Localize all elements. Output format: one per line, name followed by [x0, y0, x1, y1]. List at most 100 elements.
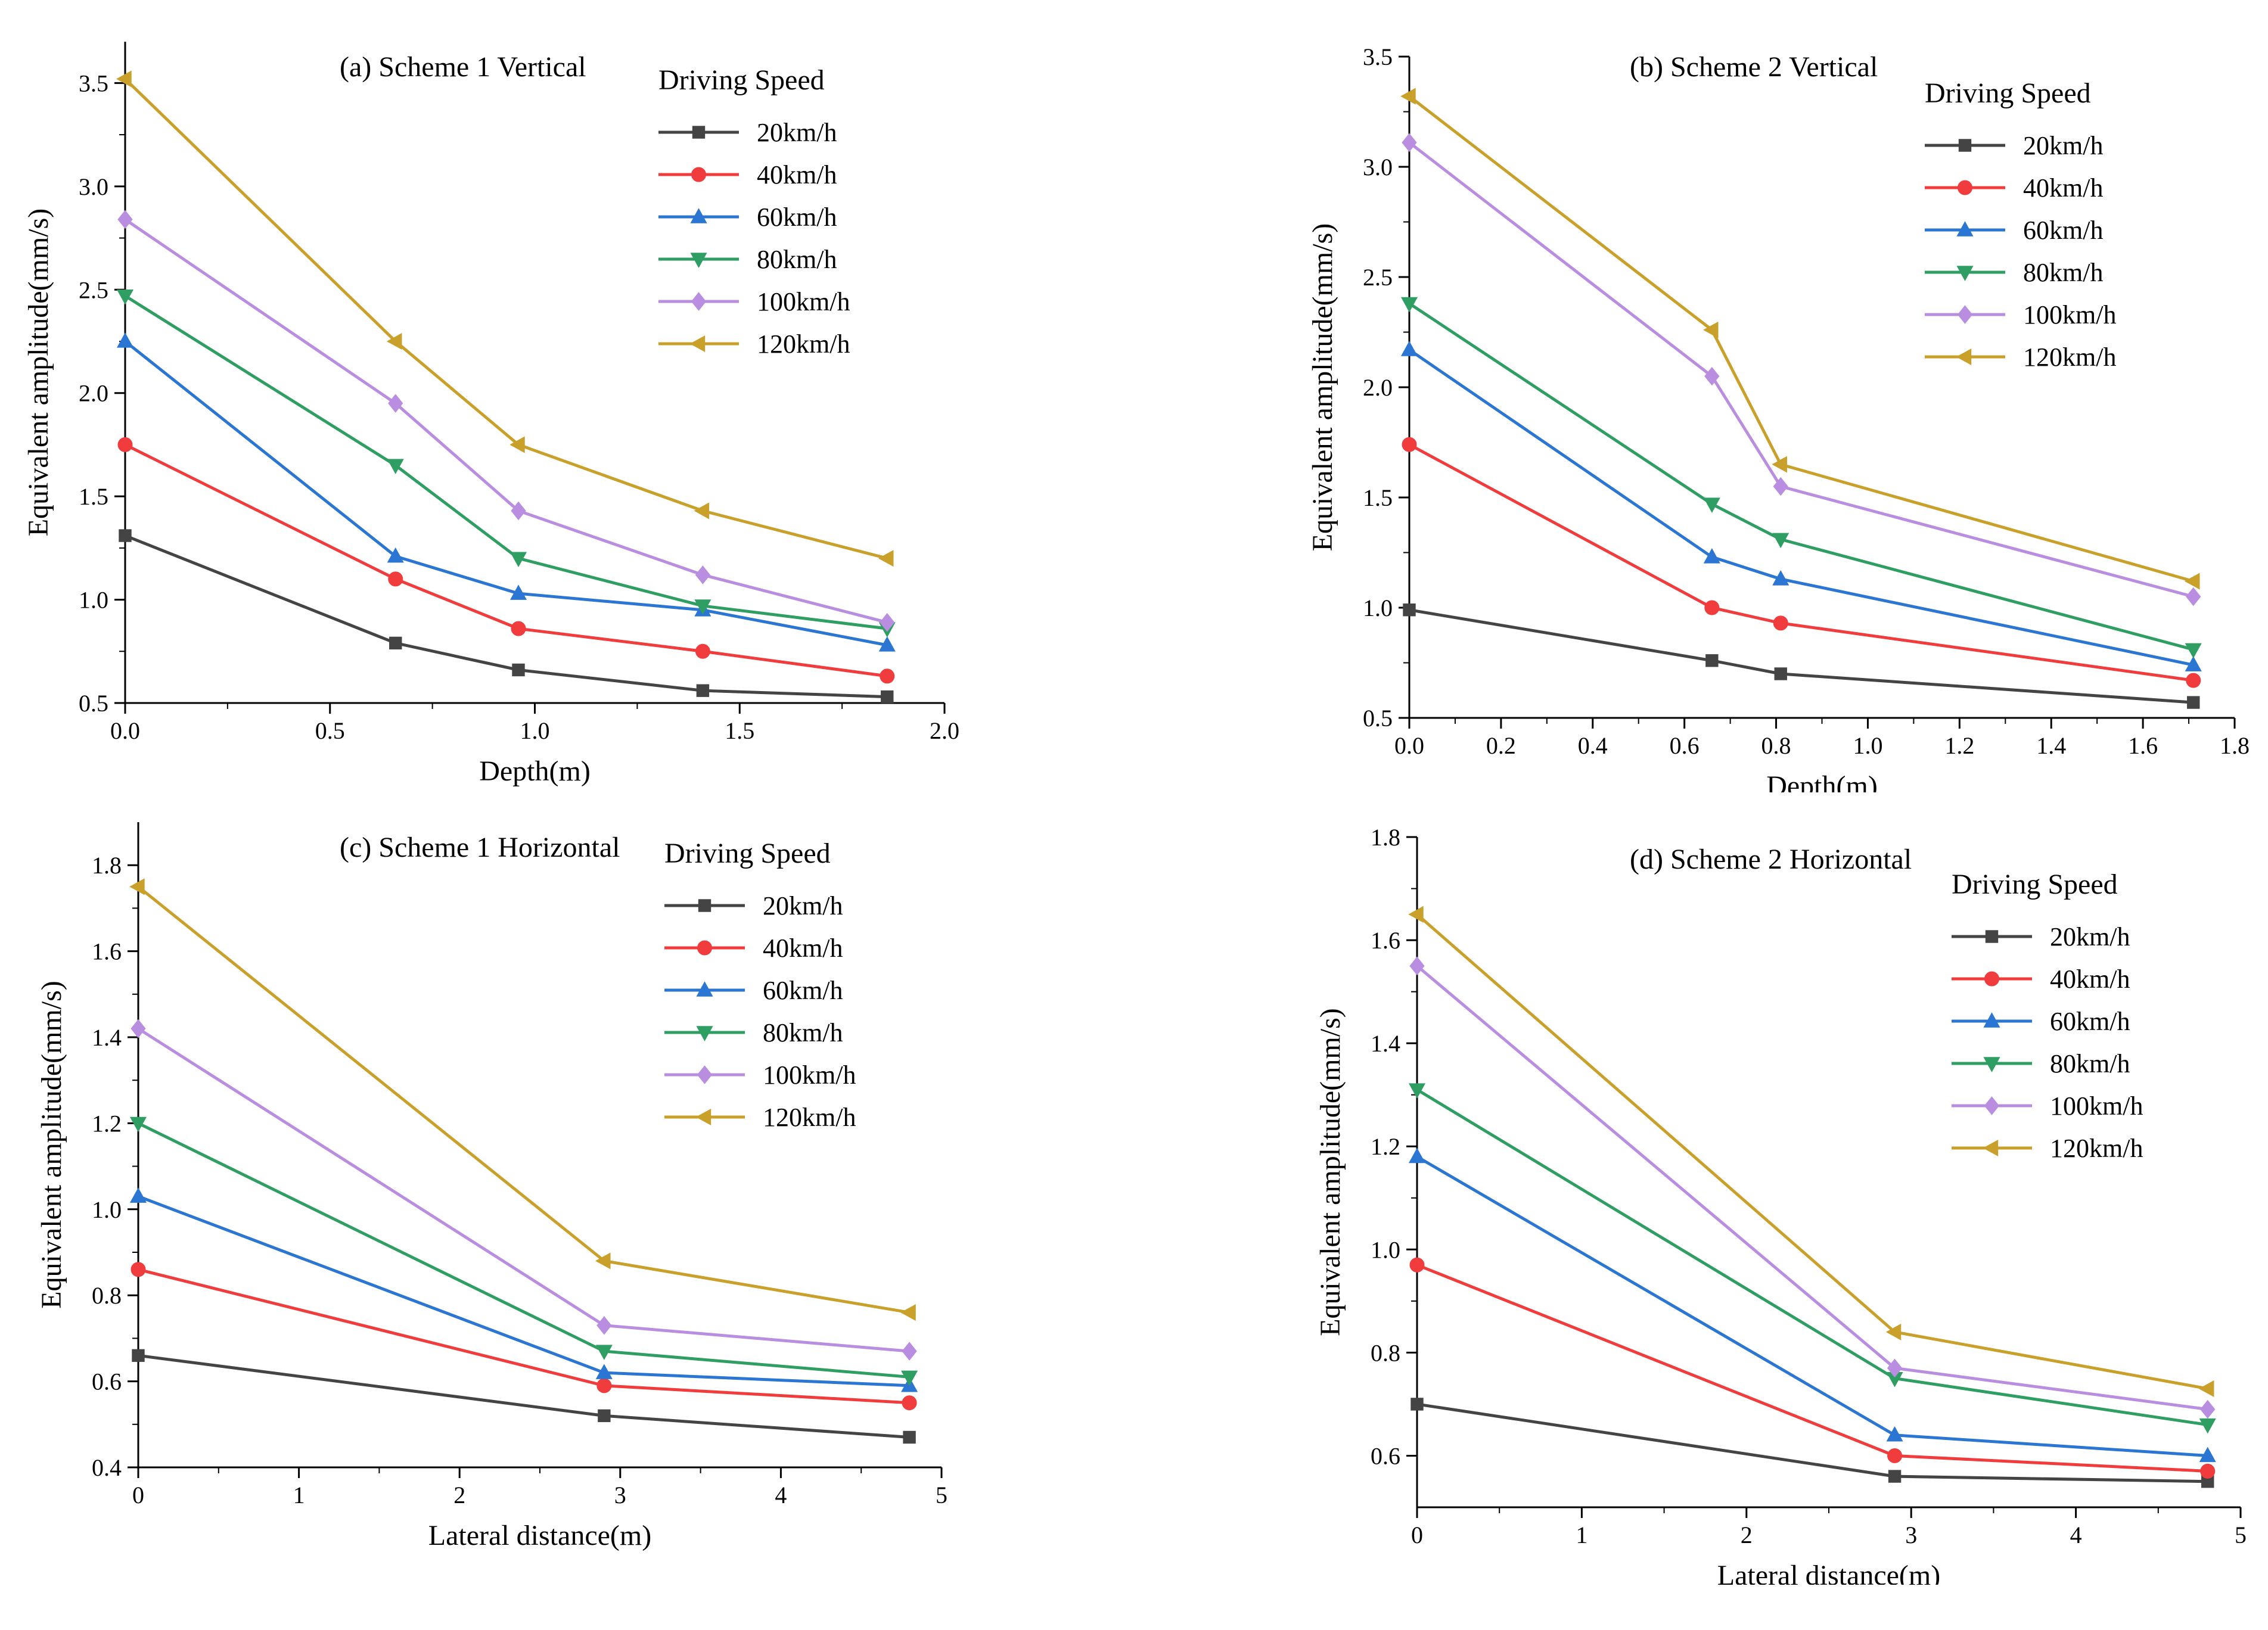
x-tick-label: 1.4 — [2036, 732, 2066, 759]
y-tick-label: 0.6 — [92, 1368, 122, 1395]
data-point-120km/h — [129, 878, 145, 895]
y-tick-label: 1.5 — [79, 483, 108, 510]
legend-label: 100km/h — [2023, 300, 2116, 329]
y-tick-label: 1.5 — [1363, 484, 1393, 511]
legend-marker — [1983, 1057, 2000, 1072]
data-point-100km/h — [880, 612, 895, 632]
legend-marker — [1958, 180, 1972, 195]
y-tick-label: 1.0 — [79, 587, 108, 614]
legend-title: Driving Speed — [664, 838, 831, 869]
data-point-20km/h — [119, 529, 132, 542]
x-tick-label: 1 — [1576, 1522, 1587, 1548]
legend-marker — [697, 940, 712, 956]
data-point-20km/h — [1705, 654, 1719, 667]
series-line-40km/h — [124, 443, 888, 678]
y-tick-label: 1.0 — [1363, 595, 1393, 621]
x-tick-label: 2 — [1741, 1522, 1753, 1548]
data-point-60km/h — [129, 1187, 147, 1203]
data-point-100km/h — [1704, 366, 1720, 386]
data-point-100km/h — [1887, 1358, 1903, 1378]
legend-label: 60km/h — [2050, 1007, 2130, 1036]
legend-marker — [1983, 1139, 1999, 1157]
x-tick-label: 0.2 — [1486, 732, 1516, 759]
legend-label: 100km/h — [763, 1060, 856, 1090]
data-point-40km/h — [1704, 600, 1720, 615]
x-tick-label: 0 — [1411, 1522, 1423, 1548]
data-point-100km/h — [117, 210, 133, 229]
data-point-20km/h — [881, 690, 894, 704]
data-point-80km/h — [1703, 497, 1720, 513]
legend-marker — [696, 981, 713, 997]
data-point-80km/h — [2199, 1418, 2216, 1434]
legend: Driving Speed 20km/h 40km/h 60km/h 80km/h 100… — [658, 64, 850, 359]
x-tick-label: 0.8 — [1761, 732, 1791, 759]
legend-marker — [691, 167, 706, 182]
data-point-40km/h — [117, 437, 133, 452]
data-point-20km/h — [389, 636, 402, 650]
data-point-20km/h — [132, 1349, 145, 1362]
legend-label: 20km/h — [763, 891, 843, 920]
data-point-120km/h — [1772, 456, 1787, 473]
y-axis-label: Equivalent amplitude(mm/s) — [23, 209, 54, 537]
data-point-40km/h — [1887, 1448, 1903, 1463]
data-point-120km/h — [2198, 1380, 2214, 1398]
legend-label: 100km/h — [2050, 1091, 2143, 1121]
series-line-100km/h — [1408, 141, 2194, 598]
data-point-100km/h — [902, 1342, 917, 1361]
data-point-40km/h — [1402, 437, 1417, 452]
data-point-40km/h — [596, 1378, 612, 1393]
data-point-120km/h — [2184, 573, 2200, 590]
data-point-60km/h — [1408, 1147, 1426, 1164]
data-point-60km/h — [2199, 1447, 2216, 1463]
legend-label: 40km/h — [2023, 173, 2103, 203]
data-point-120km/h — [694, 502, 710, 520]
y-tick-label: 0.5 — [79, 690, 108, 717]
data-point-80km/h — [2185, 643, 2202, 659]
legend: Driving Speed 20km/h 40km/h 60km/h 80km/h 100… — [1925, 77, 2116, 372]
legend-marker — [690, 253, 707, 268]
legend: Driving Speed 20km/h 40km/h 60km/h 80km/h 100… — [1952, 869, 2143, 1163]
legend-label: 40km/h — [757, 160, 837, 189]
series-line-40km/h — [1408, 443, 2194, 682]
y-tick-label: 3.0 — [79, 173, 108, 200]
y-tick-label: 1.8 — [92, 852, 122, 879]
legend-marker — [1985, 930, 1999, 943]
chart-panel-a: 0.0 0.5 1.0 1.5 2.00.51.01.52.02.53.03.5Dept… — [23, 42, 959, 787]
data-point-40km/h — [511, 621, 526, 636]
data-point-20km/h — [598, 1409, 611, 1423]
x-axis-label: Lateral distance(m) — [1717, 1560, 1940, 1585]
y-tick-label: 0.6 — [1371, 1442, 1400, 1469]
data-point-40km/h — [2200, 1463, 2216, 1479]
data-point-120km/h — [1400, 88, 1416, 105]
data-point-80km/h — [1408, 1083, 1426, 1099]
legend-marker — [696, 1026, 713, 1041]
data-point-100km/h — [131, 1019, 146, 1038]
data-point-100km/h — [1773, 477, 1788, 496]
series-line-120km/h — [124, 77, 888, 560]
y-tick-label: 1.2 — [1371, 1133, 1400, 1160]
data-point-60km/h — [1703, 548, 1720, 564]
legend-label: 80km/h — [763, 1018, 843, 1047]
chart-panel-b: 0.0 0.2 0.4 0.6 0.8 1.0 1.2 1.4 1.6 1.8 0.5 1.0 1.5 2… — [1307, 43, 2250, 792]
y-tick-label: 3.5 — [79, 70, 108, 97]
series-line-80km/h — [137, 1122, 910, 1379]
legend-label: 60km/h — [2023, 216, 2103, 245]
data-point-120km/h — [595, 1252, 611, 1270]
y-tick-label: 1.6 — [1371, 927, 1400, 954]
x-tick-label: 4 — [2070, 1522, 2082, 1548]
data-point-100km/h — [2186, 587, 2201, 606]
y-tick-label: 0.8 — [92, 1282, 122, 1309]
data-point-80km/h — [1400, 297, 1418, 313]
legend-marker — [691, 292, 707, 311]
data-point-60km/h — [1400, 341, 1418, 356]
y-tick-label: 1.4 — [92, 1024, 122, 1051]
data-point-40km/h — [902, 1395, 917, 1411]
chart-panel-c: 0 1 2 3 4 5 0.4 0.6 0.8 1.0 1.2 1.4 1.6 1.8 Lateral di… — [36, 822, 947, 1551]
data-point-100km/h — [596, 1315, 612, 1335]
y-axis-label: Equivalent amplitude(mm/s) — [1315, 1008, 1346, 1336]
x-tick-label: 0.5 — [315, 717, 345, 744]
data-point-60km/h — [509, 584, 527, 600]
data-point-80km/h — [595, 1345, 613, 1360]
series-line-80km/h — [1408, 302, 2194, 651]
chart-panel-d: 0 1 2 3 4 5 0.6 0.8 1.0 1.2 1.4 1.6 1.8 Lateral dista… — [1315, 824, 2247, 1585]
